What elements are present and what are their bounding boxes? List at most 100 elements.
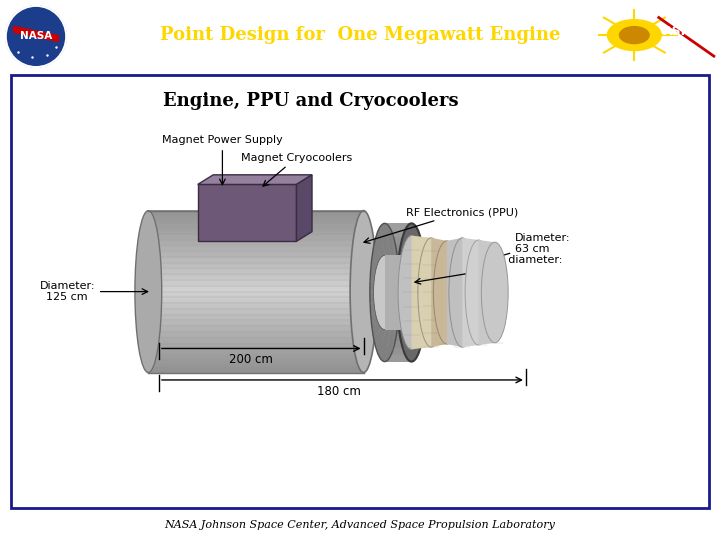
Polygon shape	[148, 232, 364, 235]
Polygon shape	[148, 305, 364, 308]
Polygon shape	[148, 364, 364, 367]
Polygon shape	[148, 261, 364, 265]
Ellipse shape	[449, 238, 476, 347]
Polygon shape	[148, 215, 364, 219]
Polygon shape	[148, 245, 364, 248]
Polygon shape	[148, 350, 364, 354]
Ellipse shape	[482, 242, 508, 343]
Polygon shape	[297, 175, 312, 241]
Polygon shape	[384, 348, 412, 355]
Polygon shape	[148, 286, 364, 289]
Polygon shape	[384, 313, 412, 320]
Text: 180 cm: 180 cm	[317, 385, 361, 398]
Polygon shape	[148, 348, 364, 351]
Polygon shape	[148, 272, 364, 275]
Polygon shape	[462, 238, 479, 347]
Polygon shape	[384, 306, 412, 313]
Polygon shape	[148, 256, 364, 259]
Text: NASA Johnson Space Center, Advanced Space Propulsion Laboratory: NASA Johnson Space Center, Advanced Spac…	[165, 520, 555, 530]
Polygon shape	[431, 238, 447, 347]
Polygon shape	[384, 334, 412, 341]
Ellipse shape	[418, 238, 445, 347]
Polygon shape	[148, 323, 364, 327]
Polygon shape	[384, 244, 412, 251]
Polygon shape	[384, 286, 412, 293]
FancyBboxPatch shape	[11, 75, 709, 508]
Circle shape	[619, 26, 649, 44]
Ellipse shape	[465, 240, 492, 345]
Polygon shape	[148, 267, 364, 270]
Polygon shape	[447, 238, 462, 347]
Polygon shape	[148, 345, 364, 348]
Polygon shape	[384, 230, 412, 237]
Polygon shape	[384, 341, 412, 348]
Polygon shape	[148, 234, 364, 238]
Polygon shape	[384, 279, 412, 286]
Polygon shape	[148, 342, 364, 346]
Polygon shape	[148, 251, 364, 254]
Polygon shape	[148, 242, 364, 246]
Polygon shape	[198, 185, 297, 241]
Polygon shape	[148, 275, 364, 278]
Text: Engine, PPU and Cryocoolers: Engine, PPU and Cryocoolers	[163, 92, 459, 110]
Text: Point Design for  One Megawatt Engine: Point Design for One Megawatt Engine	[160, 26, 560, 44]
Ellipse shape	[397, 224, 426, 362]
Text: NASA: NASA	[20, 31, 52, 42]
Text: 200 cm: 200 cm	[229, 353, 273, 366]
Polygon shape	[148, 302, 364, 305]
Polygon shape	[148, 315, 364, 319]
Polygon shape	[148, 321, 364, 324]
Ellipse shape	[433, 241, 460, 344]
Polygon shape	[384, 320, 412, 327]
Polygon shape	[148, 329, 364, 332]
Polygon shape	[412, 235, 431, 349]
Polygon shape	[148, 240, 364, 243]
Polygon shape	[148, 340, 364, 343]
Polygon shape	[148, 310, 364, 313]
Polygon shape	[148, 269, 364, 273]
Polygon shape	[384, 272, 412, 279]
Text: Magnet Power Supply: Magnet Power Supply	[162, 135, 283, 185]
Text: Diameter:
125 cm: Diameter: 125 cm	[40, 281, 148, 302]
Text: Magnet Cryocoolers: Magnet Cryocoolers	[241, 153, 352, 186]
Polygon shape	[148, 369, 364, 373]
Polygon shape	[384, 327, 412, 334]
Polygon shape	[148, 259, 364, 262]
Polygon shape	[148, 296, 364, 300]
Polygon shape	[148, 318, 364, 321]
Polygon shape	[384, 258, 412, 265]
Polygon shape	[148, 278, 364, 281]
Polygon shape	[148, 248, 364, 251]
Ellipse shape	[374, 255, 396, 329]
Polygon shape	[148, 224, 364, 227]
Polygon shape	[148, 294, 364, 297]
Polygon shape	[148, 291, 364, 294]
Polygon shape	[384, 237, 412, 244]
Ellipse shape	[135, 211, 162, 373]
Polygon shape	[148, 213, 364, 216]
Polygon shape	[384, 255, 412, 329]
Polygon shape	[148, 299, 364, 302]
Polygon shape	[479, 240, 495, 345]
Polygon shape	[198, 175, 312, 185]
Ellipse shape	[400, 255, 423, 329]
Polygon shape	[13, 25, 59, 42]
Text: RF Electronics (PPU): RF Electronics (PPU)	[364, 207, 518, 244]
Ellipse shape	[398, 235, 425, 349]
Polygon shape	[148, 361, 364, 365]
Ellipse shape	[370, 224, 400, 362]
Circle shape	[608, 19, 661, 51]
Polygon shape	[148, 288, 364, 292]
Polygon shape	[148, 283, 364, 286]
Text: Diameter:
63 cm: Diameter: 63 cm	[480, 233, 571, 263]
Polygon shape	[148, 337, 364, 340]
Text: ASPL: ASPL	[663, 25, 698, 38]
Circle shape	[6, 6, 66, 67]
Polygon shape	[148, 356, 364, 359]
Polygon shape	[384, 265, 412, 272]
Polygon shape	[148, 221, 364, 224]
Polygon shape	[384, 224, 412, 230]
Polygon shape	[384, 251, 412, 258]
Polygon shape	[384, 293, 412, 299]
Polygon shape	[148, 218, 364, 221]
